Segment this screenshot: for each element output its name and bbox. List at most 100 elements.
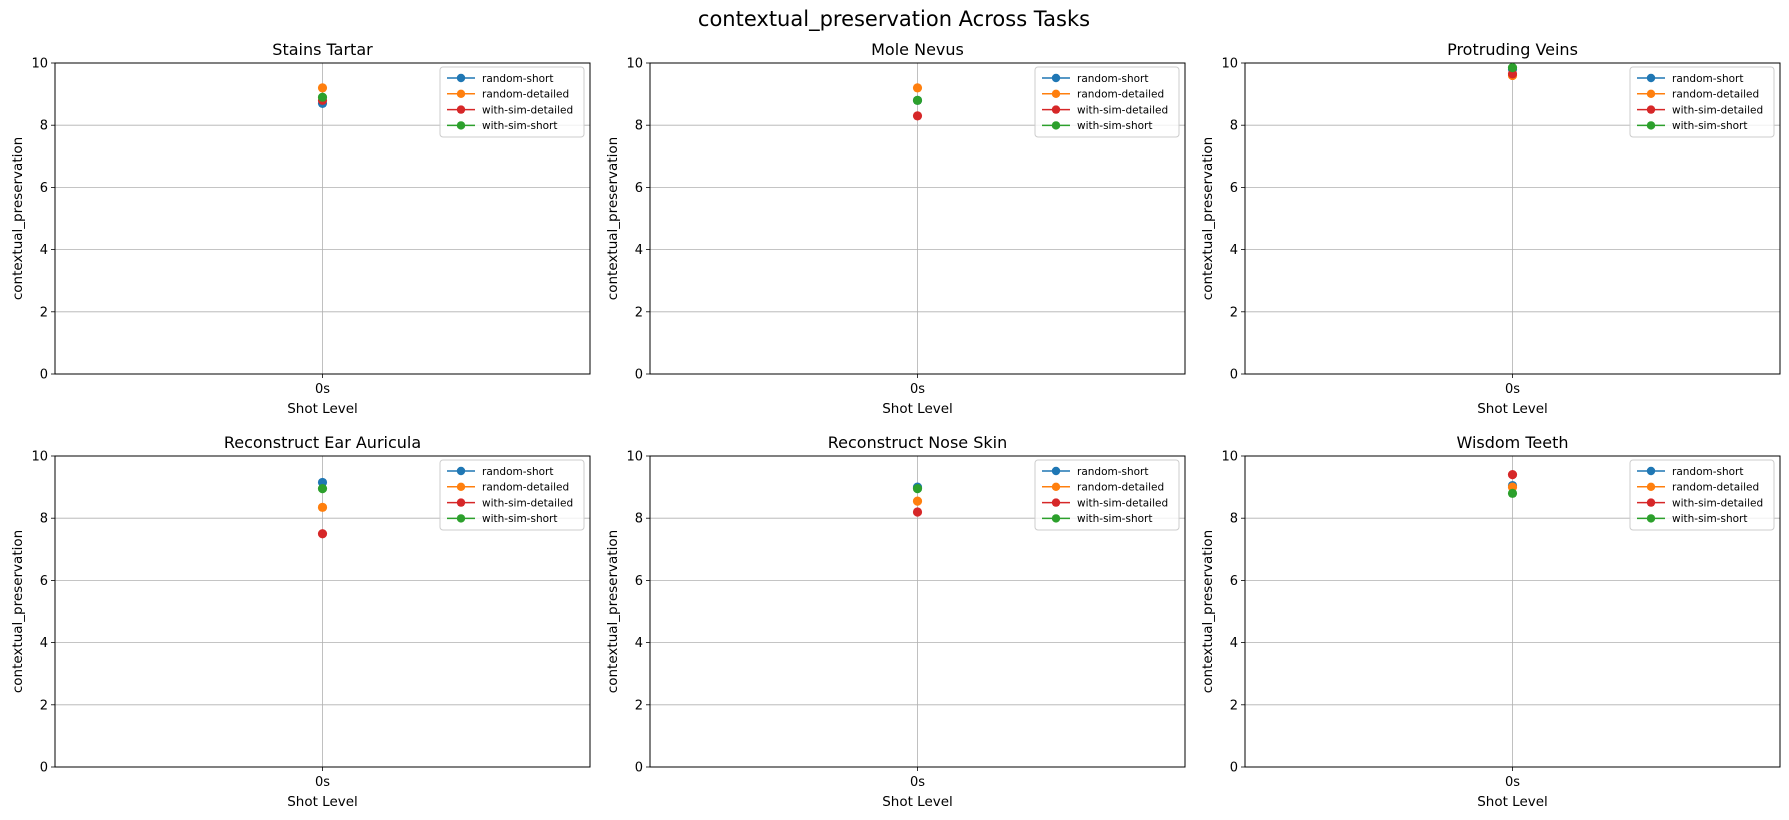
y-axis-label: contextual_preservation xyxy=(1200,137,1216,300)
legend-marker-random-detailed xyxy=(1646,89,1656,99)
data-point-random-detailed xyxy=(317,502,328,512)
x-tick-label: 0s xyxy=(1505,382,1520,397)
y-tick-label: 2 xyxy=(1230,698,1238,713)
legend-marker-with-sim-detailed xyxy=(1051,498,1061,507)
data-point-with-sim-detailed xyxy=(912,507,923,517)
legend-label: random-short xyxy=(1077,73,1149,85)
y-tick-label: 6 xyxy=(1230,574,1238,589)
legend-label: random-detailed xyxy=(482,482,569,494)
subplot-title: Reconstruct Nose Skin xyxy=(828,433,1007,452)
subplot-title: Reconstruct Ear Auricula xyxy=(224,433,421,452)
legend-label: random-short xyxy=(1672,466,1744,478)
y-tick-label: 8 xyxy=(40,119,48,134)
y-tick-label: 6 xyxy=(1230,181,1238,196)
legend-label: random-detailed xyxy=(1077,89,1164,101)
y-axis-label: contextual_preservation xyxy=(10,137,26,300)
data-point-with-sim-short xyxy=(1507,488,1518,498)
data-point-with-sim-short xyxy=(1507,63,1518,73)
y-axis-label: contextual_preservation xyxy=(605,530,621,693)
x-axis-label: Shot Level xyxy=(1477,794,1548,810)
x-tick-label: 0s xyxy=(1505,775,1520,790)
data-point-with-sim-short xyxy=(317,92,328,102)
x-tick-label: 0s xyxy=(910,775,925,790)
legend-label: with-sim-detailed xyxy=(1077,497,1168,509)
y-tick-label: 2 xyxy=(1230,305,1238,320)
legend-box xyxy=(439,66,585,138)
data-point-with-sim-short xyxy=(317,484,328,494)
plot-frame xyxy=(649,62,1186,375)
legend-label: with-sim-short xyxy=(482,120,557,132)
legend-marker-with-sim-short xyxy=(1646,514,1656,523)
legend-label: with-sim-short xyxy=(482,513,557,525)
subplot-3: 0 2 4 6 8 10 0s Protruding Veins Shot Level conte… xyxy=(1200,40,1781,417)
y-axis-label: contextual_preservation xyxy=(10,530,26,693)
legend-marker-with-sim-short xyxy=(456,121,466,130)
subplot-title: Protruding Veins xyxy=(1447,40,1578,59)
y-tick-label: 8 xyxy=(635,119,643,134)
y-tick-label: 0 xyxy=(40,368,48,383)
x-axis-label: Shot Level xyxy=(882,794,953,810)
x-axis-label: Shot Level xyxy=(1477,401,1548,417)
y-tick-label: 8 xyxy=(635,512,643,527)
legend-label: with-sim-detailed xyxy=(1672,497,1763,509)
y-tick-label: 0 xyxy=(635,368,643,383)
subplot-6: 0 2 4 6 8 10 0s Wisdom Teeth Shot Level contextua… xyxy=(1200,433,1781,810)
legend-marker-random-short xyxy=(1646,466,1656,476)
legend-marker-with-sim-detailed xyxy=(1051,105,1061,114)
legend-label: with-sim-short xyxy=(1672,120,1747,132)
data-point-with-sim-detailed xyxy=(912,111,923,121)
subplot-1: 0 2 4 6 8 10 0s Stains Tartar Shot Level contextu… xyxy=(10,40,591,417)
legend-marker-with-sim-detailed xyxy=(1646,498,1656,507)
y-tick-label: 4 xyxy=(40,243,48,258)
legend-marker-with-sim-short xyxy=(1051,121,1061,130)
y-tick-label: 4 xyxy=(40,636,48,651)
plot-frame xyxy=(1244,62,1781,375)
legend-marker-with-sim-short xyxy=(1051,514,1061,523)
legend-label: with-sim-short xyxy=(1077,513,1152,525)
legend: random-short random-detailed with-sim-deta… xyxy=(439,459,585,531)
legend-box xyxy=(439,459,585,531)
y-tick-label: 6 xyxy=(635,574,643,589)
legend: random-short random-detailed with-sim-deta… xyxy=(1034,459,1180,531)
data-point-random-detailed xyxy=(317,83,328,93)
y-tick-label: 6 xyxy=(635,181,643,196)
y-tick-label: 4 xyxy=(635,243,643,258)
plot-frame xyxy=(649,455,1186,768)
y-tick-label: 2 xyxy=(40,305,48,320)
subplot-5: 0 2 4 6 8 10 0s Reconstruct Nose Skin Shot Level… xyxy=(605,433,1186,810)
legend-marker-random-detailed xyxy=(456,482,466,491)
legend-marker-random-detailed xyxy=(1051,89,1061,99)
legend-label: with-sim-detailed xyxy=(1672,104,1763,116)
subplot-4: 0 2 4 6 8 10 0s Reconstruct Ear Auricula Shot Le… xyxy=(10,433,591,810)
legend: random-short random-detailed with-sim-deta… xyxy=(1034,66,1180,138)
legend-label: random-short xyxy=(482,73,554,85)
legend-marker-random-short xyxy=(456,466,466,476)
legend-label: random-detailed xyxy=(1077,482,1164,494)
y-tick-label: 0 xyxy=(1230,761,1238,776)
legend-label: random-detailed xyxy=(482,89,569,101)
y-tick-label: 6 xyxy=(40,574,48,589)
legend-label: with-sim-detailed xyxy=(482,497,573,509)
legend-marker-with-sim-short xyxy=(456,514,466,523)
legend-marker-with-sim-detailed xyxy=(456,498,466,507)
legend-marker-with-sim-detailed xyxy=(456,105,466,114)
legend-label: with-sim-detailed xyxy=(482,104,573,116)
x-axis-label: Shot Level xyxy=(287,794,358,810)
plot-frame xyxy=(54,455,591,768)
y-tick-label: 10 xyxy=(31,57,48,72)
subplot-title: Wisdom Teeth xyxy=(1456,433,1568,452)
y-tick-label: 8 xyxy=(1230,119,1238,134)
legend-marker-random-detailed xyxy=(1051,482,1061,491)
legend-label: with-sim-detailed xyxy=(1077,104,1168,116)
y-axis-label: contextual_preservation xyxy=(1200,530,1216,693)
x-tick-label: 0s xyxy=(315,775,330,790)
y-tick-label: 4 xyxy=(1230,636,1238,651)
y-tick-label: 10 xyxy=(1221,450,1238,465)
y-tick-label: 0 xyxy=(40,761,48,776)
legend-label: random-detailed xyxy=(1672,89,1759,101)
x-tick-label: 0s xyxy=(910,382,925,397)
x-axis-label: Shot Level xyxy=(287,401,358,417)
y-tick-label: 8 xyxy=(1230,512,1238,527)
legend-box xyxy=(1629,66,1775,138)
